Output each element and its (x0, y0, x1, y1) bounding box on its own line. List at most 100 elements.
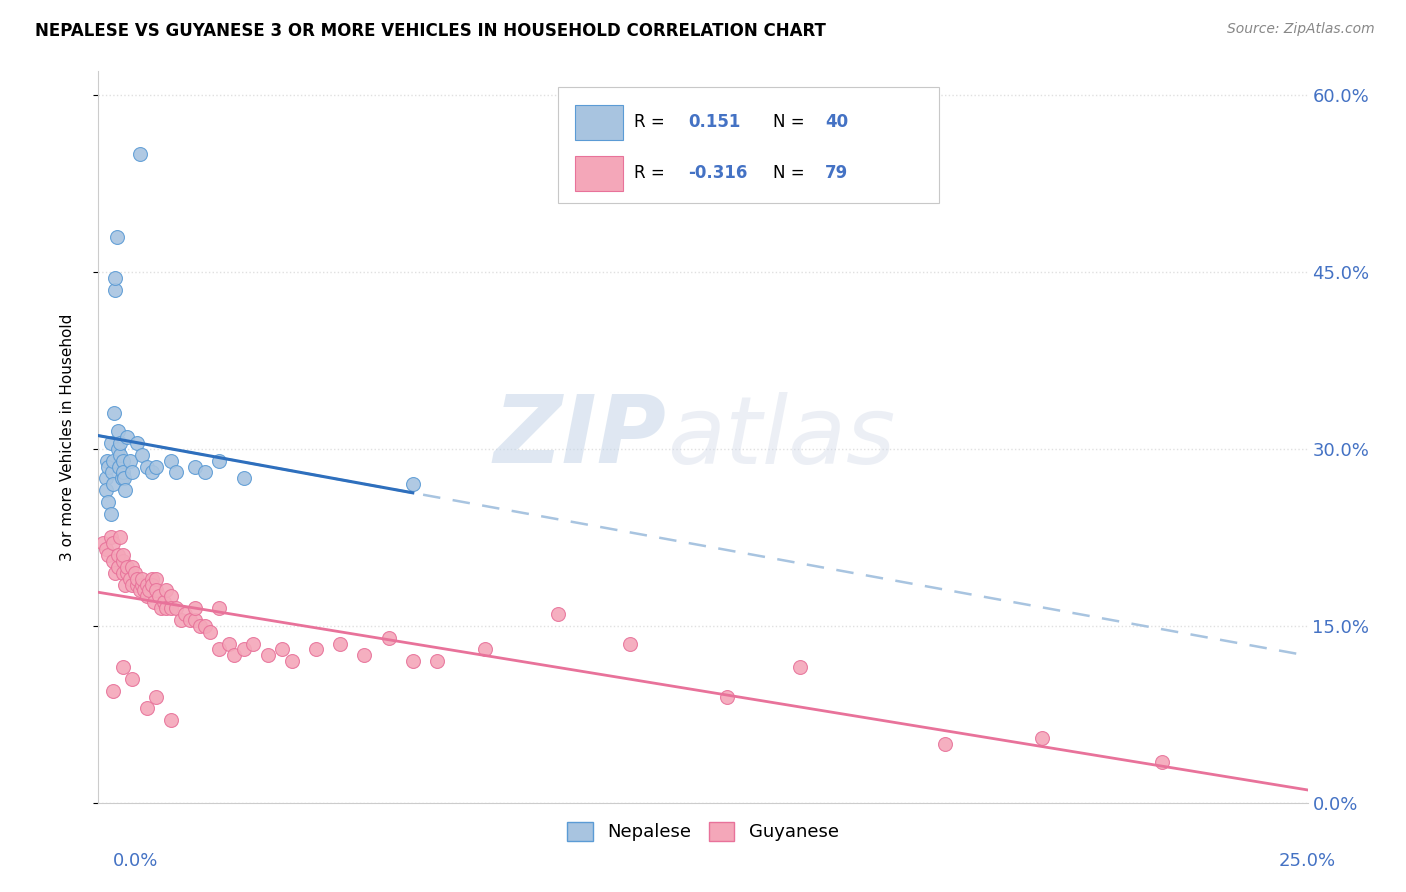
Text: 0.0%: 0.0% (112, 852, 157, 870)
Point (160, 713, 183, 727)
Point (145, 572, 167, 586)
Point (112, 471, 135, 485)
Text: -0.316: -0.316 (689, 164, 748, 182)
Point (256, 648, 278, 663)
Point (148, 590, 170, 604)
Point (218, 636, 240, 650)
Point (101, 683, 124, 698)
Point (94, 483, 117, 498)
Point (141, 572, 163, 586)
Point (377, 631, 399, 645)
Point (474, 642, 496, 657)
Point (143, 595, 166, 609)
Point (111, 566, 134, 580)
Point (127, 577, 149, 591)
Point (141, 577, 163, 591)
Point (108, 436, 131, 450)
Text: R =: R = (634, 164, 671, 182)
Point (353, 648, 375, 663)
Point (198, 624, 221, 639)
Point (117, 566, 139, 580)
Point (101, 466, 124, 480)
Point (155, 601, 177, 615)
Text: 25.0%: 25.0% (1278, 852, 1336, 870)
Point (169, 613, 191, 627)
Legend: Nepalese, Guyanese: Nepalese, Guyanese (560, 814, 846, 848)
FancyBboxPatch shape (575, 155, 623, 191)
FancyBboxPatch shape (575, 104, 623, 140)
Point (111, 554, 134, 568)
Point (208, 642, 231, 657)
Point (105, 229, 128, 244)
Point (117, 559, 139, 574)
Point (104, 566, 127, 580)
Point (150, 601, 173, 615)
Point (134, 583, 156, 598)
Point (208, 601, 231, 615)
Text: N =: N = (773, 164, 810, 182)
Point (155, 583, 177, 598)
Point (426, 654, 449, 668)
Point (101, 477, 124, 491)
Point (160, 590, 183, 604)
Point (184, 459, 207, 474)
Point (232, 471, 254, 485)
Point (117, 430, 139, 444)
Point (108, 448, 131, 462)
Point (184, 601, 207, 615)
Point (91, 536, 114, 550)
Point (111, 453, 134, 467)
Point (96, 453, 118, 467)
Point (184, 613, 207, 627)
Text: ZIP: ZIP (494, 391, 666, 483)
Point (94, 471, 117, 485)
Point (135, 459, 157, 474)
Point (145, 583, 167, 598)
Point (135, 577, 157, 591)
Point (121, 672, 143, 686)
Point (101, 554, 124, 568)
Text: R =: R = (634, 113, 671, 131)
Point (97, 495, 120, 509)
Point (100, 530, 122, 544)
Point (194, 466, 217, 480)
Text: 0.151: 0.151 (689, 113, 741, 131)
Point (127, 572, 149, 586)
Point (124, 566, 146, 580)
Point (145, 459, 167, 474)
Point (111, 471, 134, 485)
Point (94, 542, 117, 557)
Point (194, 619, 217, 633)
Point (104, 283, 127, 297)
Point (1152, 755, 1174, 769)
Point (141, 466, 163, 480)
Point (179, 613, 201, 627)
Point (619, 636, 641, 650)
Point (107, 424, 129, 438)
Point (118, 572, 141, 586)
Point (100, 436, 122, 450)
Point (188, 619, 211, 633)
Point (329, 636, 352, 650)
Point (131, 448, 153, 462)
Point (107, 459, 129, 474)
Point (114, 483, 136, 498)
Point (114, 577, 136, 591)
Point (107, 548, 129, 562)
Point (232, 642, 254, 657)
Point (174, 607, 197, 621)
Point (138, 583, 160, 598)
Point (101, 453, 124, 467)
Point (402, 654, 425, 668)
Text: Source: ZipAtlas.com: Source: ZipAtlas.com (1227, 22, 1375, 37)
Point (104, 270, 127, 285)
Point (145, 690, 167, 704)
Text: NEPALESE VS GUYANESE 3 OR MORE VEHICLES IN HOUSEHOLD CORRELATION CHART: NEPALESE VS GUYANESE 3 OR MORE VEHICLES … (35, 22, 827, 40)
Point (108, 530, 131, 544)
Point (1031, 731, 1053, 745)
Point (789, 660, 811, 674)
Point (100, 507, 122, 521)
Point (101, 536, 124, 550)
Point (165, 601, 187, 615)
Point (111, 660, 134, 674)
